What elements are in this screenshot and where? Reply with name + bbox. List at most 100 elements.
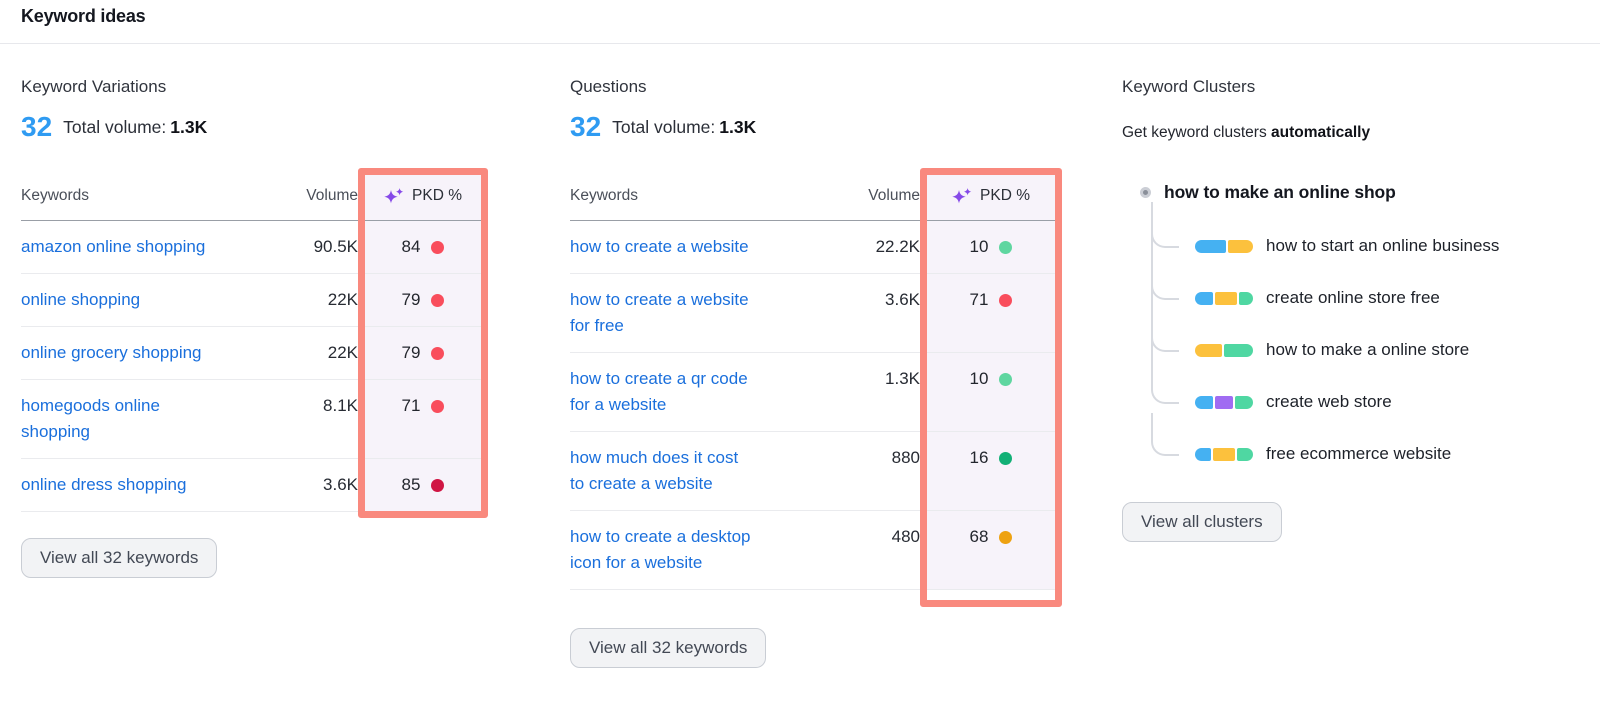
- cluster-bar-segment: [1195, 343, 1222, 357]
- keyword-link[interactable]: how much does it cost to create a websit…: [570, 448, 739, 493]
- cluster-bar-segment: [1195, 447, 1212, 461]
- pkd-cell: 79: [358, 274, 488, 326]
- pkd-inner: 68: [970, 524, 1013, 550]
- cluster-bar-icon: [1195, 343, 1253, 357]
- cluster-item: create web store: [1151, 361, 1572, 414]
- keywords-column-header: Keywords: [21, 187, 90, 204]
- questions-table: Keywords Volume PKD % how to create a we…: [570, 168, 1062, 607]
- cluster-label: how to start an online business: [1266, 236, 1500, 255]
- cluster-bar-segment: [1195, 239, 1227, 253]
- volume-value: 480: [891, 527, 920, 546]
- keyword-link[interactable]: how to create a website: [570, 237, 749, 256]
- variations-table: Keywords Volume PKD % amazon online shop…: [21, 168, 488, 518]
- cluster-item: how to start an online business: [1151, 205, 1572, 258]
- keyword-link[interactable]: homegoods online shopping: [21, 396, 160, 441]
- section-title-clusters: Keyword Clusters: [1122, 77, 1256, 96]
- pkd-value: 10: [969, 237, 989, 256]
- pkd-column-header: PKD %: [358, 170, 488, 220]
- variations-stats: 32 Total volume: 1.3K: [21, 112, 488, 142]
- pkd-cell: 68: [920, 511, 1062, 589]
- clusters-subtitle: Get keyword clusters automatically: [1122, 124, 1572, 142]
- keyword-link[interactable]: online dress shopping: [21, 475, 187, 494]
- cluster-bar-icon: [1195, 291, 1253, 305]
- cluster-item: create online store free: [1151, 257, 1572, 310]
- table-row: how to create a desktop icon for a websi…: [570, 511, 1062, 590]
- view-all-keywords-button[interactable]: View all 32 keywords: [21, 538, 218, 578]
- keyword-link[interactable]: amazon online shopping: [21, 237, 206, 256]
- pkd-value: 16: [969, 448, 989, 467]
- cluster-item: free ecommerce website: [1151, 413, 1572, 466]
- keyword-cell: online shopping: [21, 274, 236, 326]
- cluster-label: create web store: [1266, 392, 1392, 411]
- cluster-bar-icon: [1195, 447, 1253, 461]
- keyword-link[interactable]: online shopping: [21, 290, 141, 309]
- cluster-children: how to start an online business create on…: [1151, 202, 1572, 466]
- keyword-link[interactable]: how to create a website for free: [570, 290, 749, 335]
- difficulty-dot-icon: [999, 372, 1013, 386]
- pkd-column-label: PKD %: [980, 187, 1030, 204]
- cluster-bar-segment: [1215, 395, 1234, 409]
- pkd-cell: 79: [358, 327, 488, 379]
- cluster-label: create online store free: [1266, 288, 1440, 307]
- keyword-link[interactable]: how to create a qr code for a website: [570, 369, 748, 414]
- keyword-link[interactable]: online grocery shopping: [21, 343, 202, 362]
- pkd-cell: 10: [920, 353, 1062, 431]
- questions-count: 32: [570, 111, 602, 142]
- questions-total-volume: Total volume: 1.3K: [612, 117, 756, 138]
- keyword-variations-section: Keyword Variations 32 Total volume: 1.3K …: [21, 78, 488, 578]
- volume-value: 22.2K: [875, 237, 920, 256]
- cluster-label: free ecommerce website: [1266, 444, 1452, 463]
- pkd-inner: 84: [402, 234, 445, 260]
- pkd-cell: 71: [358, 380, 488, 458]
- difficulty-dot-icon: [999, 530, 1013, 544]
- table-row: how to create a qr code for a website 1.3…: [570, 353, 1062, 432]
- pkd-inner: 16: [970, 445, 1013, 471]
- cluster-bar-segment: [1195, 291, 1214, 305]
- keyword-cell: online grocery shopping: [21, 327, 236, 379]
- volume-value: 22K: [327, 290, 358, 309]
- section-title-questions: Questions: [570, 77, 647, 96]
- keyword-cell: how much does it cost to create a websit…: [570, 432, 762, 510]
- pkd-value: 10: [969, 369, 989, 388]
- ai-sparkles-icon: [952, 187, 972, 203]
- difficulty-dot-icon: [431, 478, 445, 492]
- cluster-root: how to make an online shop: [1122, 180, 1572, 204]
- cluster-bar-segment: [1223, 343, 1253, 357]
- view-all-keywords-button[interactable]: View all 32 keywords: [570, 628, 767, 668]
- pkd-inner: 85: [402, 472, 445, 498]
- pkd-cell: 16: [920, 432, 1062, 510]
- keyword-link[interactable]: how to create a desktop icon for a websi…: [570, 527, 751, 572]
- total-volume-label: Total volume:: [63, 116, 167, 137]
- page-title: Keyword ideas: [21, 6, 146, 26]
- pkd-value: 79: [401, 290, 421, 309]
- pkd-value: 79: [401, 343, 421, 362]
- pkd-value: 71: [969, 290, 989, 309]
- pkd-value: 68: [969, 527, 989, 546]
- keyword-clusters-section: Keyword Clusters Get keyword clusters au…: [1122, 78, 1572, 542]
- total-volume-value: 1.3K: [170, 116, 208, 137]
- keywords-column-header: Keywords: [570, 187, 639, 204]
- table-row: online dress shopping 3.6K 85: [21, 459, 488, 512]
- keyword-cell: online dress shopping: [21, 459, 236, 511]
- variations-total-volume: Total volume: 1.3K: [63, 117, 207, 138]
- cluster-label: how to make a online store: [1266, 340, 1470, 359]
- view-all-clusters-button[interactable]: View all clusters: [1122, 502, 1282, 542]
- difficulty-dot-icon: [431, 346, 445, 360]
- pkd-value: 71: [401, 396, 421, 415]
- keyword-cell: how to create a website: [570, 221, 762, 273]
- volume-value: 3.6K: [885, 290, 920, 309]
- questions-stats: 32 Total volume: 1.3K: [570, 112, 1062, 142]
- cluster-root-dot-icon: [1140, 186, 1151, 198]
- cluster-bar-icon: [1195, 395, 1253, 409]
- difficulty-dot-icon: [999, 240, 1013, 254]
- table-row: homegoods online shopping 8.1K 71: [21, 380, 488, 459]
- keyword-cell: how to create a qr code for a website: [570, 353, 762, 431]
- table-row: how much does it cost to create a websit…: [570, 432, 1062, 511]
- pkd-inner: 79: [402, 287, 445, 313]
- volume-value: 880: [891, 448, 920, 467]
- clusters-subtitle-bold: automatically: [1271, 124, 1371, 141]
- keyword-cell: homegoods online shopping: [21, 380, 236, 458]
- table-row: how to create a website 22.2K 10: [570, 221, 1062, 274]
- table-row: amazon online shopping 90.5K 84: [21, 221, 488, 274]
- pkd-column-label: PKD %: [412, 187, 462, 204]
